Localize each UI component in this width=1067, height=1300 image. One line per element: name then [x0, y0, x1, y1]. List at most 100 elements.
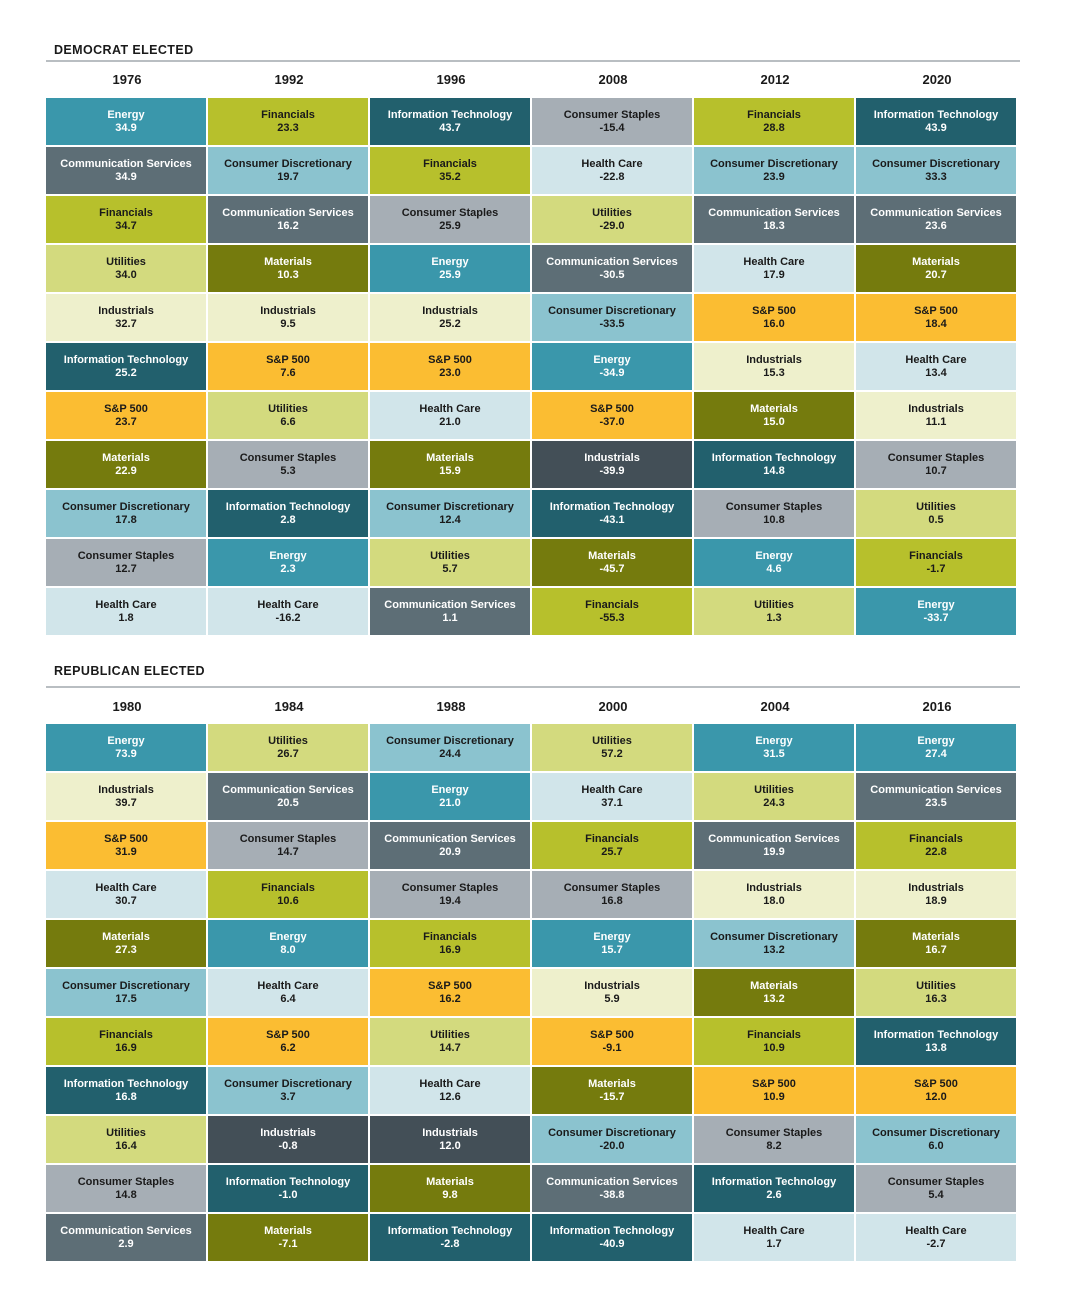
sector-name: Consumer Staples: [563, 108, 661, 121]
sector-return: -15.4: [599, 121, 625, 134]
sector-name: Financials: [747, 108, 801, 121]
sector-name: Energy: [593, 930, 631, 943]
sector-cell: Energy -34.9: [532, 343, 692, 390]
sector-name: Health Care: [581, 783, 643, 796]
sector-name: Consumer Discretionary: [224, 157, 352, 170]
sector-return: 43.7: [439, 121, 461, 134]
sector-cell: Information Technology -2.8: [370, 1214, 530, 1261]
sector-return: 19.4: [439, 894, 461, 907]
sector-cell: Industrials 32.7: [46, 294, 206, 341]
sector-cell: Consumer Discretionary 3.7: [208, 1067, 368, 1114]
sector-cell: Energy 31.5: [694, 724, 854, 771]
sector-return: 15.7: [601, 943, 623, 956]
sector-name: Consumer Staples: [887, 1175, 985, 1188]
sector-cell: Information Technology 43.7: [370, 98, 530, 145]
sector-cell: Communication Services -30.5: [532, 245, 692, 292]
sector-name: Information Technology: [225, 500, 351, 513]
sector-name: Consumer Discretionary: [872, 157, 1000, 170]
sector-name: Consumer Discretionary: [62, 500, 190, 513]
sector-return: 16.3: [925, 992, 947, 1005]
sector-return: 12.4: [439, 513, 461, 526]
sector-name: Communication Services: [222, 783, 354, 796]
sector-name: Energy: [755, 549, 793, 562]
sector-return: 9.8: [442, 1188, 458, 1201]
sector-return: -1.7: [926, 562, 946, 575]
sector-name: Materials: [264, 255, 312, 268]
sector-name: Communication Services: [546, 1175, 678, 1188]
sector-cell: Financials -55.3: [532, 588, 692, 635]
sector-name: Information Technology: [63, 353, 189, 366]
sector-cell: Utilities 16.3: [856, 969, 1016, 1016]
sector-return: 34.9: [115, 121, 137, 134]
sector-cell: Health Care 30.7: [46, 871, 206, 918]
sector-cell: Consumer Staples 14.8: [46, 1165, 206, 1212]
sector-return: 23.7: [115, 415, 137, 428]
sector-return: 25.9: [439, 268, 461, 281]
sector-name: Utilities: [592, 206, 632, 219]
sector-cell: Utilities 34.0: [46, 245, 206, 292]
sector-return: -0.8: [278, 1139, 298, 1152]
sector-cell: Consumer Staples -15.4: [532, 98, 692, 145]
sector-cell: Utilities 1.3: [694, 588, 854, 635]
sector-return: 18.9: [925, 894, 947, 907]
sector-cell: Financials 28.8: [694, 98, 854, 145]
sector-name: Materials: [426, 451, 474, 464]
sector-cell: Health Care -22.8: [532, 147, 692, 194]
sector-return: 20.7: [925, 268, 947, 281]
sector-cell: Information Technology 14.8: [694, 441, 854, 488]
sector-return: -1.0: [278, 1188, 298, 1201]
sector-cell: Consumer Discretionary 24.4: [370, 724, 530, 771]
sector-return: 24.3: [763, 796, 785, 809]
sector-cell: Financials 35.2: [370, 147, 530, 194]
republican-year-2000: 2000: [598, 699, 628, 714]
sector-name: Materials: [588, 549, 636, 562]
sector-cell: Consumer Discretionary 13.2: [694, 920, 854, 967]
sector-return: 12.6: [439, 1090, 461, 1103]
sector-name: Consumer Discretionary: [710, 930, 838, 943]
sector-cell: Information Technology 43.9: [856, 98, 1016, 145]
sector-cell: Industrials 18.0: [694, 871, 854, 918]
sector-return: 14.8: [115, 1188, 137, 1201]
sector-return: 5.3: [280, 464, 296, 477]
sector-return: -37.0: [599, 415, 625, 428]
sector-return: 10.7: [925, 464, 947, 477]
sector-cell: Materials -15.7: [532, 1067, 692, 1114]
sector-return: 23.6: [925, 219, 947, 232]
sector-name: Consumer Staples: [725, 500, 823, 513]
sector-cell: Industrials -0.8: [208, 1116, 368, 1163]
sector-return: 15.3: [763, 366, 785, 379]
sector-return: 12.0: [439, 1139, 461, 1152]
sector-name: Information Technology: [711, 1175, 837, 1188]
sector-cell: Industrials 18.9: [856, 871, 1016, 918]
sector-cell: Financials 34.7: [46, 196, 206, 243]
sector-name: Consumer Discretionary: [62, 979, 190, 992]
sector-return: 37.1: [601, 796, 623, 809]
sector-return: 16.9: [439, 943, 461, 956]
sector-return: 30.7: [115, 894, 137, 907]
sector-return: 27.4: [925, 747, 947, 760]
sector-cell: Consumer Discretionary 17.8: [46, 490, 206, 537]
sector-name: Financials: [261, 881, 315, 894]
sector-return: 6.2: [280, 1041, 296, 1054]
sector-return: 28.8: [763, 121, 785, 134]
sector-return: 2.8: [280, 513, 296, 526]
sector-return: -39.9: [599, 464, 625, 477]
sector-return: 3.7: [280, 1090, 296, 1103]
sector-return: 17.5: [115, 992, 137, 1005]
sector-return: 32.7: [115, 317, 137, 330]
sector-return: -40.9: [599, 1237, 625, 1250]
sector-cell: Materials 27.3: [46, 920, 206, 967]
sector-return: 4.6: [766, 562, 782, 575]
sector-return: 7.6: [280, 366, 296, 379]
sector-return: 18.4: [925, 317, 947, 330]
sector-cell: Utilities 24.3: [694, 773, 854, 820]
sector-name: Utilities: [916, 979, 956, 992]
sector-cell: Energy 15.7: [532, 920, 692, 967]
sector-name: Information Technology: [873, 108, 999, 121]
sector-name: S&P 500: [590, 1028, 634, 1041]
sector-return: 23.5: [925, 796, 947, 809]
sector-name: Information Technology: [225, 1175, 351, 1188]
sector-cell: Health Care 21.0: [370, 392, 530, 439]
sector-return: 5.9: [604, 992, 620, 1005]
sector-cell: S&P 500 7.6: [208, 343, 368, 390]
